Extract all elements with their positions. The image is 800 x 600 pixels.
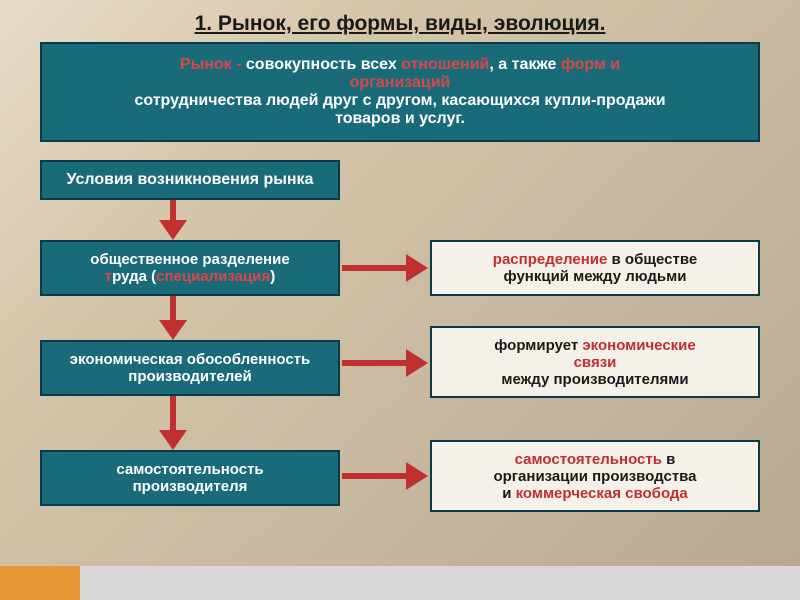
arrow-down-2-shaft (170, 296, 176, 322)
arrow-right-2-head (406, 349, 428, 377)
economic-isolation-l1: экономическая обособленность (70, 351, 311, 368)
definition-line3: сотрудничества людей друг с другом, каса… (134, 92, 665, 110)
forms-links-box: формирует экономические связи между прои… (430, 326, 760, 398)
fl-t2: экономические (582, 337, 695, 354)
footer-bar (0, 566, 800, 600)
definition-box: Рынок - совокупность всех отношений, а т… (40, 42, 760, 142)
arrow-right-3-shaft (342, 473, 408, 479)
dl-t3: специализация (156, 268, 270, 285)
arrow-down-3-head (159, 430, 187, 450)
division-labor-l2: труда (специализация) (105, 268, 275, 285)
fr-t1: самостоятельность (515, 451, 662, 468)
independence-l1: самостоятельность (116, 461, 263, 478)
def-t3: отношений (401, 56, 489, 73)
dist-t1: распределение (493, 251, 608, 268)
freedom-l2: организации производства (493, 468, 696, 485)
distribution-l1: распределение в обществе (493, 251, 697, 268)
dist-t2: в обществе (607, 251, 697, 268)
independence-l2: производителя (133, 478, 248, 495)
fl-t1: формирует (494, 337, 582, 354)
arrow-right-3-head (406, 462, 428, 490)
distribution-l2: функций между людьми (504, 268, 687, 285)
definition-line2: организаций (350, 74, 451, 92)
fr-t3: и (502, 485, 515, 502)
definition-line4: товаров и услуг. (335, 110, 465, 128)
definition-line1: Рынок - совокупность всех отношений, а т… (180, 56, 620, 74)
forms-links-l1: формирует экономические (494, 337, 696, 354)
conditions-label: Условия возникновения рынка (67, 171, 314, 189)
freedom-l3: и коммерческая свобода (502, 485, 688, 502)
dl-t4: ) (270, 268, 275, 285)
def-t4: , а также (489, 56, 560, 73)
dl-t2: руда ( (112, 268, 156, 285)
def-t5: форм и (561, 56, 620, 73)
def-t2: совокупность всех (246, 56, 401, 73)
slide-title: 1. Рынок, его формы, виды, эволюция. (18, 12, 782, 36)
fr-t2: в (662, 451, 675, 468)
def-t1: Рынок - (180, 56, 246, 73)
economic-isolation-box: экономическая обособленность производите… (40, 340, 340, 396)
arrow-right-1-head (406, 254, 428, 282)
footer-grey (80, 566, 800, 600)
fr-t4: коммерческая свобода (516, 485, 688, 502)
distribution-box: распределение в обществе функций между л… (430, 240, 760, 296)
economic-isolation-l2: производителей (128, 368, 251, 385)
arrow-down-1-shaft (170, 200, 176, 222)
arrow-right-1-shaft (342, 265, 408, 271)
division-labor-l1: общественное разделение (90, 251, 289, 268)
independence-box: самостоятельность производителя (40, 450, 340, 506)
arrow-down-2-head (159, 320, 187, 340)
freedom-box: самостоятельность в организации производ… (430, 440, 760, 512)
arrow-down-1-head (159, 220, 187, 240)
footer-orange (0, 566, 80, 600)
freedom-l1: самостоятельность в (515, 451, 676, 468)
conditions-box: Условия возникновения рынка (40, 160, 340, 200)
forms-links-l2: связи (574, 354, 617, 371)
forms-links-l3: между производителями (501, 371, 688, 388)
division-labor-box: общественное разделение труда (специализ… (40, 240, 340, 296)
arrow-down-3-shaft (170, 396, 176, 432)
arrow-right-2-shaft (342, 360, 408, 366)
